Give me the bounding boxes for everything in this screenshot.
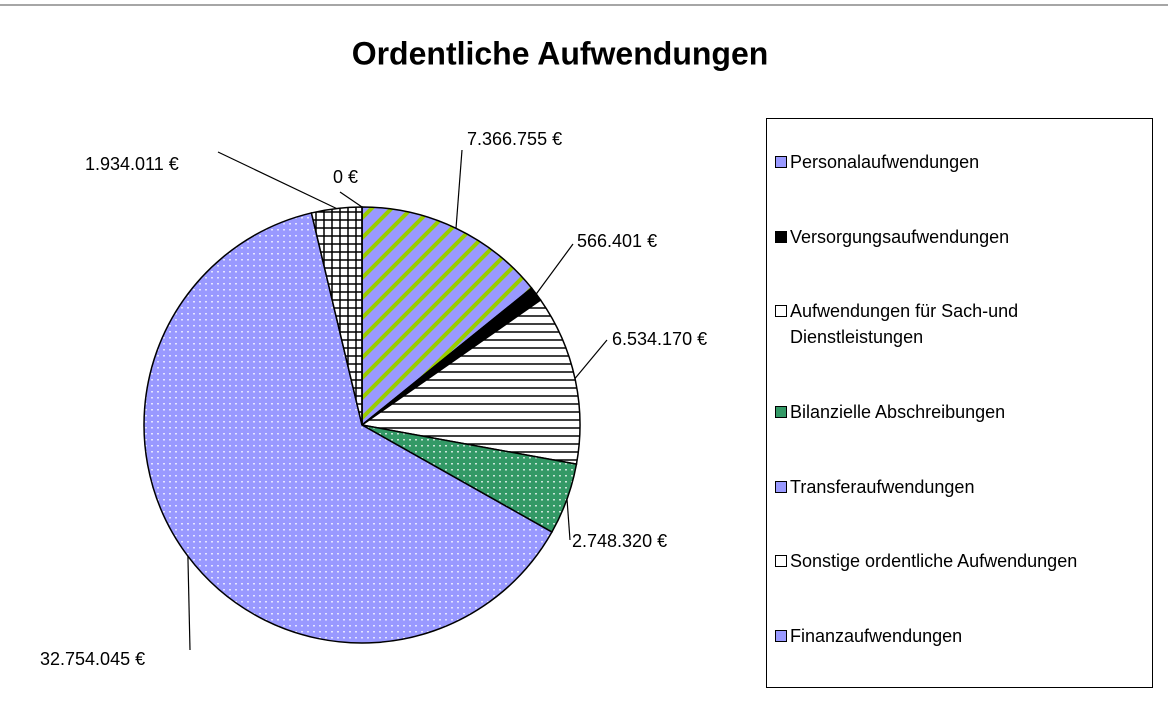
leader-line xyxy=(455,149,463,229)
legend-item: Transferaufwendungen xyxy=(775,474,1152,500)
data-label: 32.754.045 € xyxy=(40,649,145,669)
legend-swatch xyxy=(775,230,787,243)
pie-slice xyxy=(360,298,581,466)
legend-item: Bilanzielle Abschreibungen xyxy=(775,399,1152,425)
leader-line xyxy=(339,191,363,208)
data-label: 566.401 € xyxy=(577,231,657,251)
legend-label: Versorgungsaufwendungen xyxy=(790,226,1010,247)
data-label: 2.748.320 € xyxy=(572,531,667,551)
legend-swatch xyxy=(775,555,787,568)
legend-swatch xyxy=(775,480,787,493)
leader-line xyxy=(217,151,337,210)
leader-line xyxy=(566,499,571,541)
legend-item: Sonstige ordentliche Aufwendungen xyxy=(775,548,1152,574)
data-label: 0 € xyxy=(333,167,358,187)
legend-label: Transferaufwendungen xyxy=(790,476,975,497)
chart-title: Ordentliche Aufwendungen xyxy=(352,35,769,71)
leader-line xyxy=(574,339,608,379)
legend-swatch xyxy=(775,305,787,318)
data-label: 7.366.755 € xyxy=(467,129,562,149)
legend-item: Versorgungsaufwendungen xyxy=(775,224,1152,250)
legend: Personalaufwendungen Versorgungsaufwendun… xyxy=(766,118,1153,688)
legend-swatch xyxy=(775,405,787,418)
pie-slice xyxy=(143,212,553,644)
legend-label: Aufwendungen für Sach-und Dienstleistung… xyxy=(790,301,1019,348)
legend-item: Finanzaufwendungen xyxy=(775,623,1152,649)
legend-item: Aufwendungen für Sach-und Dienstleistung… xyxy=(775,298,1152,350)
data-label: 6.534.170 € xyxy=(612,329,707,349)
legend-label: Sonstige ordentliche Aufwendungen xyxy=(790,551,1078,572)
legend-label: Bilanzielle Abschreibungen xyxy=(790,401,1006,422)
leader-line xyxy=(187,556,191,651)
legend-swatch xyxy=(775,156,787,169)
data-label: 1.934.011 € xyxy=(85,154,179,174)
legend-label: Personalaufwendungen xyxy=(790,152,980,173)
leader-line xyxy=(535,243,574,295)
legend-swatch xyxy=(775,629,787,642)
legend-item: Personalaufwendungen xyxy=(775,149,1152,175)
legend-label: Finanzaufwendungen xyxy=(790,625,963,646)
